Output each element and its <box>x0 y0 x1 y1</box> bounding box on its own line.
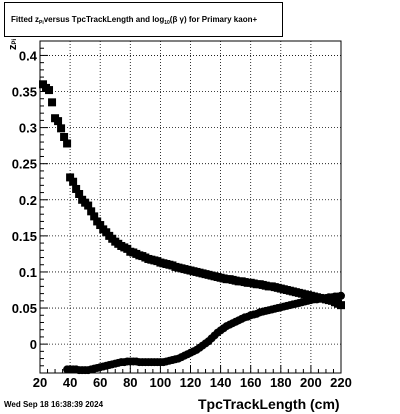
title-subscript-2: 10 <box>164 19 170 26</box>
y-tick-label: 0.35 <box>12 85 37 100</box>
data-point-square <box>90 212 99 221</box>
data-point-square <box>63 139 72 148</box>
title-part-1: Fitted z <box>11 15 39 24</box>
y-axis-title: zPi <box>7 38 19 50</box>
y-tick-label: 0.05 <box>12 301 37 316</box>
data-point-square <box>87 207 96 216</box>
chart-title: Fitted z Pi versus TpcTrackLength and log… <box>4 2 283 37</box>
x-tick-label: 20 <box>33 375 47 390</box>
title-part-2: versus TpcTrackLength and log <box>43 15 165 24</box>
y-tick-label: 0.2 <box>19 193 37 208</box>
y-tick-label: 0.3 <box>19 121 37 136</box>
data-point-square <box>84 201 93 210</box>
x-tick-label: 160 <box>240 375 262 390</box>
x-tick-label: 220 <box>330 375 352 390</box>
data-point-square <box>54 117 63 126</box>
data-point-square <box>48 98 57 107</box>
x-tick-label: 180 <box>270 375 292 390</box>
x-axis-title: TpcTrackLength (cm) <box>198 396 340 412</box>
data-point-square <box>72 184 81 193</box>
data-point-square <box>66 173 75 182</box>
x-tick-label: 100 <box>150 375 172 390</box>
title-part-3: (β γ) for Primary kaon+ <box>169 15 258 24</box>
data-point-square <box>96 221 105 230</box>
y-tick-label: 0 <box>30 337 37 352</box>
data-point-square <box>57 124 66 133</box>
data-point-square <box>45 86 54 95</box>
data-point-square <box>60 132 69 141</box>
data-point-circle <box>337 291 345 300</box>
x-tick-label: 200 <box>300 375 322 390</box>
date-stamp: Wed Sep 18 16:38:39 2024 <box>4 400 104 409</box>
x-tick-label: 80 <box>123 375 137 390</box>
y-tick-label: 0.15 <box>12 229 37 244</box>
x-tick-label: 40 <box>63 375 77 390</box>
x-tick-label: 120 <box>180 375 202 390</box>
y-tick-label: 0.4 <box>19 48 38 63</box>
y-tick-label: 0.1 <box>19 265 37 280</box>
data-point-square <box>75 190 84 199</box>
y-tick-label: 0.25 <box>12 157 37 172</box>
x-tick-label: 60 <box>93 375 107 390</box>
x-tick-label: 140 <box>210 375 232 390</box>
data-point-square <box>69 177 78 186</box>
title-subscript-1: Pi <box>39 19 44 26</box>
data-point-square <box>337 301 345 310</box>
